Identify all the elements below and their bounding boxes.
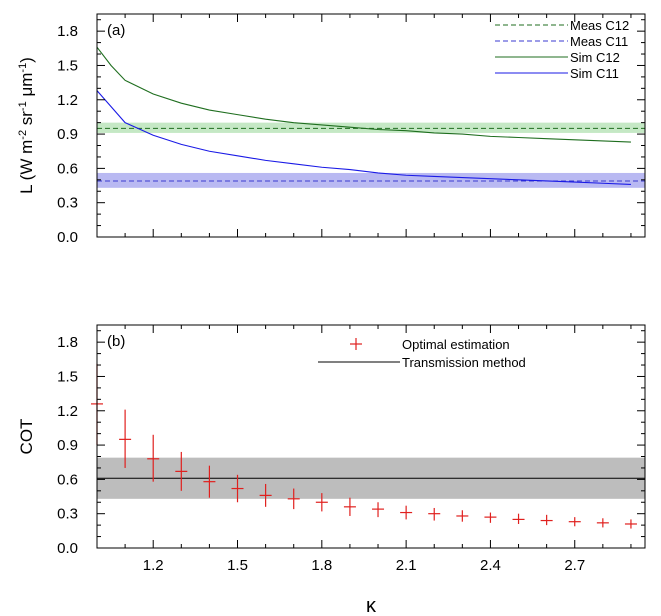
legend-label: Meas C11 <box>570 34 628 49</box>
y-label-part: sr <box>17 111 36 130</box>
panel-a-label: (a) <box>107 22 125 39</box>
y-tick-label: 0.3 <box>57 506 78 523</box>
x-tick-label: 2.1 <box>396 557 417 574</box>
panel-a-series <box>96 46 645 185</box>
x-tick-label: 2.7 <box>564 557 585 574</box>
y-tick-label: 0.0 <box>57 540 78 557</box>
y-tick-label: 1.5 <box>57 368 78 385</box>
uncertainty-band <box>97 172 645 188</box>
panel-a-bands <box>97 122 645 188</box>
y-tick-label: 1.5 <box>57 57 78 74</box>
y-tick-label: 1.8 <box>57 334 78 351</box>
panel-a: 0.0 0.3 0.6 0.9 1.2 1.5 1.8 (a) L (W m-2 sr-1 … <box>17 13 646 246</box>
y-label-superscript: -1 <box>17 101 29 111</box>
panel-a-ticks <box>96 14 645 238</box>
x-tick-label: 2.4 <box>480 557 501 574</box>
panel-b: 0.00.30.60.91.21.51.81.2 1.5 1.8 2.1 2.4 2.7 … <box>17 324 646 616</box>
y-label-part: μm <box>17 73 36 102</box>
x-tick-label: 1.5 <box>227 557 248 574</box>
legend-label: Optimal estimation <box>402 337 510 352</box>
panel-b-label: (b) <box>107 333 125 350</box>
panel-a-y-axis-label: L (W m-2 sr-1 μm-1) <box>17 57 36 194</box>
simulated-line <box>96 46 631 143</box>
legend-label: Meas C12 <box>570 18 629 33</box>
panel-b-ticks <box>96 325 645 549</box>
y-tick-label: 0.0 <box>57 229 78 246</box>
y-tick-label: 1.8 <box>57 23 78 40</box>
panel-b-frame <box>96 324 646 549</box>
legend-label: Sim C12 <box>570 50 620 65</box>
uncertainty-band <box>97 122 645 133</box>
y-label-superscript: -2 <box>17 130 29 140</box>
panel-b-legend: Optimal estimation Transmission method <box>318 337 526 370</box>
y-tick-label: 0.3 <box>57 195 78 212</box>
y-tick-label: 0.9 <box>57 437 78 454</box>
panel-b-x-axis-label: κ <box>366 595 377 616</box>
x-tick-label: 1.8 <box>311 557 332 574</box>
legend-label: Transmission method <box>402 355 526 370</box>
y-tick-label: 0.6 <box>57 471 78 488</box>
simulated-line <box>96 90 631 185</box>
panel-b-y-axis-label: COT <box>17 419 36 455</box>
y-tick-label: 1.2 <box>57 92 78 109</box>
legend-label: Sim C11 <box>570 66 619 81</box>
y-label-part: L (W m <box>17 140 36 194</box>
y-tick-label: 0.6 <box>57 160 78 177</box>
y-tick-label: 1.2 <box>57 403 78 420</box>
y-tick-label: 0.9 <box>57 126 78 143</box>
panel-b-tick-labels: 0.0 0.3 0.6 0.9 1.2 1.5 1.8 1.2 1.5 1.8 2.1 2.4 2.7 <box>57 334 585 574</box>
panel-b-series <box>91 363 645 529</box>
panel-a-tick-labels: 0.0 0.3 0.6 0.9 1.2 1.5 1.8 <box>57 23 78 246</box>
x-tick-label: 1.2 <box>143 557 164 574</box>
y-label-part: ) <box>17 57 36 63</box>
panel-a-frame <box>96 13 646 238</box>
y-label-superscript: -1 <box>17 63 29 73</box>
